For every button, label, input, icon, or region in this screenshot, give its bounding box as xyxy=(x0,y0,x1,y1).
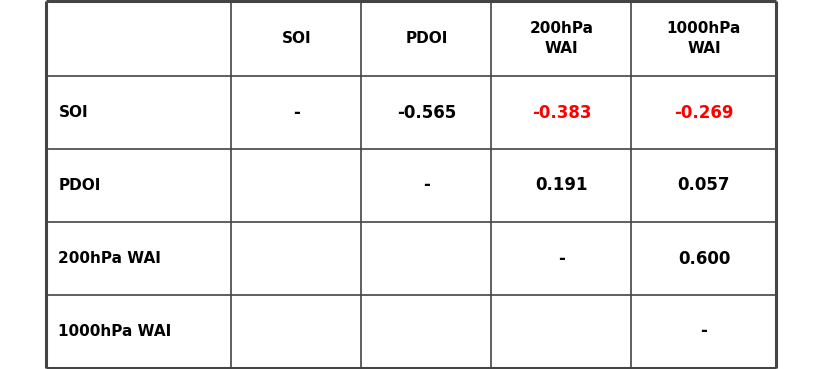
Text: SOI: SOI xyxy=(281,31,311,46)
Text: -: - xyxy=(293,103,300,121)
Text: PDOI: PDOI xyxy=(58,178,101,193)
Text: -0.565: -0.565 xyxy=(397,103,456,121)
Text: 0.600: 0.600 xyxy=(678,249,730,268)
Text: -0.269: -0.269 xyxy=(674,103,734,121)
Text: 200hPa WAI: 200hPa WAI xyxy=(58,251,161,266)
Text: 1000hPa
WAI: 1000hPa WAI xyxy=(667,21,742,56)
Text: 0.191: 0.191 xyxy=(535,176,588,194)
Text: SOI: SOI xyxy=(58,105,88,120)
Text: 1000hPa WAI: 1000hPa WAI xyxy=(58,324,172,339)
Text: -0.383: -0.383 xyxy=(532,103,591,121)
Text: -: - xyxy=(423,176,430,194)
Text: -: - xyxy=(558,249,565,268)
Text: 0.057: 0.057 xyxy=(678,176,730,194)
Text: PDOI: PDOI xyxy=(405,31,448,46)
Text: 200hPa
WAI: 200hPa WAI xyxy=(529,21,593,56)
Text: -: - xyxy=(700,323,708,341)
